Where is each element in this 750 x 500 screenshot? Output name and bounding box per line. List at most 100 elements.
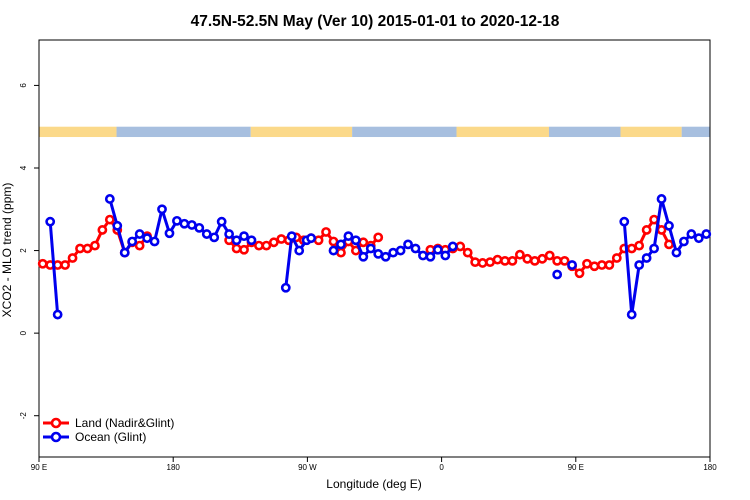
legend-label: Ocean (Glint) xyxy=(75,430,146,444)
data-point xyxy=(350,235,361,246)
legend-marker xyxy=(50,417,62,429)
data-point xyxy=(82,243,93,254)
data-point xyxy=(134,229,145,239)
data-point xyxy=(186,220,197,230)
x-tick-label: 90 E xyxy=(568,463,584,472)
data-point xyxy=(52,309,63,320)
data-point xyxy=(104,214,115,225)
x-tick-label: 90 W xyxy=(298,463,317,472)
x-axis-label: Longitude (deg E) xyxy=(326,477,421,491)
data-point xyxy=(477,258,488,268)
data-point xyxy=(582,258,592,269)
y-tick-label: -2 xyxy=(19,412,28,420)
data-point xyxy=(37,258,48,269)
data-point xyxy=(67,253,78,263)
data-point xyxy=(97,225,108,235)
data-point xyxy=(231,235,242,246)
data-point xyxy=(239,231,249,242)
y-tick-label: 6 xyxy=(19,83,28,88)
y-tick-label: 4 xyxy=(19,165,28,170)
data-point xyxy=(328,245,339,256)
data-point xyxy=(373,248,384,259)
data-point xyxy=(455,241,466,252)
x-tick-label: 180 xyxy=(167,463,181,472)
data-point xyxy=(604,260,615,270)
data-point xyxy=(216,216,227,227)
data-point xyxy=(194,222,205,233)
data-point xyxy=(634,240,645,251)
data-point xyxy=(611,253,622,263)
data-point xyxy=(552,255,563,266)
land-ocean-strip xyxy=(39,126,710,138)
strip-segment-ocean xyxy=(548,126,621,138)
data-point xyxy=(142,233,153,244)
data-point xyxy=(209,232,220,243)
data-point xyxy=(395,245,406,256)
axis-ticks: 90 E 180 90 W 0 90 E 180 -2 0 2 4 6 xyxy=(19,83,717,472)
plot-frame xyxy=(38,39,711,458)
strip-segment-land xyxy=(620,126,682,138)
data-point xyxy=(294,245,305,256)
data-point xyxy=(60,260,70,270)
data-point xyxy=(112,220,123,231)
data-point xyxy=(104,194,115,204)
data-point xyxy=(336,239,346,250)
data-point xyxy=(336,247,346,258)
series-layer xyxy=(37,194,712,320)
data-point xyxy=(343,231,354,242)
data-point xyxy=(500,255,510,266)
data-point xyxy=(410,243,421,254)
data-point xyxy=(134,240,145,251)
data-point xyxy=(224,229,235,239)
data-point xyxy=(268,237,279,248)
series-land xyxy=(37,214,674,279)
data-point xyxy=(254,240,264,251)
data-point xyxy=(693,233,704,244)
data-point xyxy=(90,240,100,251)
data-point xyxy=(656,225,667,235)
data-point xyxy=(462,247,473,258)
data-point xyxy=(641,225,652,235)
data-point xyxy=(425,251,436,262)
series-line xyxy=(48,221,60,315)
data-point xyxy=(626,243,637,254)
data-point xyxy=(686,229,697,239)
series-line xyxy=(622,197,707,317)
data-point xyxy=(246,235,257,246)
legend: Land (Nadir&Glint)Ocean (Glint) xyxy=(43,416,174,444)
data-point xyxy=(649,243,659,254)
data-point xyxy=(641,253,652,263)
x-tick-label: 180 xyxy=(703,463,717,472)
data-point xyxy=(701,229,712,239)
y-axis-label: XCO2 - MLO trend (ppm) xyxy=(0,183,14,318)
data-point xyxy=(179,218,190,229)
data-point xyxy=(261,240,272,251)
data-point xyxy=(671,247,682,258)
data-point xyxy=(164,228,175,239)
data-point xyxy=(365,243,376,254)
data-point xyxy=(664,239,674,250)
data-point xyxy=(619,216,630,227)
data-point xyxy=(321,227,331,237)
data-point xyxy=(328,236,339,247)
strip-segment-land xyxy=(39,126,117,138)
data-point xyxy=(514,249,525,260)
strip-segment-land xyxy=(456,126,549,138)
y-tick-label: 0 xyxy=(19,330,28,335)
data-point xyxy=(492,254,503,265)
data-point xyxy=(380,251,391,262)
data-point xyxy=(596,260,607,270)
data-point xyxy=(447,241,458,252)
x-tick-label: 0 xyxy=(439,463,444,472)
data-point xyxy=(373,232,384,243)
data-point xyxy=(286,231,297,242)
data-point xyxy=(522,253,533,264)
legend-marker xyxy=(50,431,62,443)
data-point xyxy=(306,233,317,244)
data-point xyxy=(358,237,369,248)
data-point xyxy=(552,269,563,280)
data-point xyxy=(201,229,212,239)
data-point xyxy=(388,247,399,258)
data-point xyxy=(276,234,287,244)
data-point xyxy=(119,247,130,258)
